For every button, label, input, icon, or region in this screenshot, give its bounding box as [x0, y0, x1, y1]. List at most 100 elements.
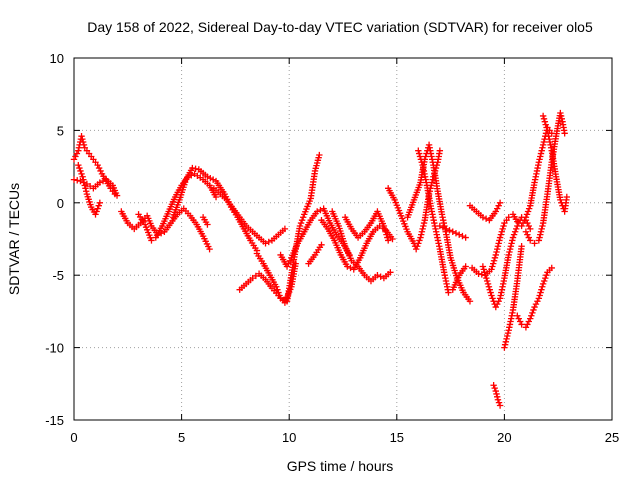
- data-point: [99, 177, 107, 185]
- data-point: [95, 164, 103, 172]
- data-point: [436, 147, 444, 154]
- data-point: [539, 280, 547, 288]
- data-point: [439, 224, 447, 231]
- data-point: [504, 329, 512, 337]
- data-point: [382, 228, 389, 235]
- data-point: [497, 231, 505, 238]
- data-point: [78, 132, 85, 140]
- data-point: [495, 240, 502, 247]
- data-point: [76, 164, 83, 172]
- data-point: [498, 228, 506, 235]
- data-point: [535, 237, 543, 244]
- chart-title: Day 158 of 2022, Sidereal Day-to-day VTE…: [87, 19, 593, 35]
- data-point: [499, 225, 506, 233]
- data-point: [543, 124, 550, 131]
- data-point: [527, 315, 534, 322]
- data-point: [416, 237, 423, 244]
- data-point: [75, 161, 82, 169]
- data-point: [381, 225, 388, 233]
- grid-lines: [74, 58, 612, 420]
- data-point: [531, 303, 538, 311]
- data-point: [541, 277, 548, 285]
- data-point: [537, 153, 544, 160]
- data-point: [524, 321, 531, 328]
- data-point: [316, 151, 323, 159]
- data-point: [79, 138, 87, 146]
- data-point: [501, 344, 508, 351]
- data-point: [548, 264, 555, 272]
- data-point: [496, 237, 503, 244]
- data-point: [265, 238, 272, 246]
- data-point: [299, 214, 307, 221]
- data-point: [380, 222, 388, 230]
- data-point: [494, 245, 501, 253]
- data-point: [518, 321, 525, 328]
- data-point: [496, 234, 504, 241]
- data-point: [537, 150, 545, 157]
- data-point: [540, 138, 548, 146]
- data-point: [479, 214, 487, 221]
- data-point: [524, 231, 531, 238]
- x-tick-label: 25: [605, 430, 619, 445]
- data-point: [462, 234, 469, 241]
- data-point: [485, 283, 493, 290]
- data-point: [262, 240, 269, 247]
- data-point: [511, 228, 519, 235]
- data-point: [536, 292, 543, 299]
- data-point: [204, 221, 211, 228]
- data-point: [466, 298, 474, 305]
- data-point: [446, 227, 453, 234]
- data-point: [298, 216, 306, 224]
- data-point: [527, 225, 534, 233]
- data-point: [418, 159, 425, 166]
- data-point: [206, 245, 213, 253]
- data-point: [81, 182, 88, 189]
- data-point: [95, 202, 102, 209]
- data-point: [486, 286, 493, 293]
- data-point: [484, 280, 492, 288]
- data-point: [276, 292, 283, 299]
- data-point: [525, 222, 532, 230]
- data-point: [94, 205, 101, 212]
- data-point: [516, 318, 524, 325]
- y-tick-label: -10: [45, 341, 64, 356]
- data-point: [496, 402, 504, 409]
- data-point: [519, 219, 527, 227]
- data-point: [491, 254, 499, 262]
- x-tick-label: 0: [70, 430, 77, 445]
- data-point: [488, 266, 495, 273]
- data-point: [557, 109, 564, 117]
- data-point: [538, 147, 545, 154]
- data-points: [70, 109, 571, 409]
- data-point: [422, 153, 429, 160]
- data-point: [347, 264, 354, 272]
- data-point: [494, 243, 502, 250]
- data-point: [539, 222, 546, 230]
- data-point: [493, 390, 500, 398]
- data-point: [482, 215, 490, 222]
- data-point: [530, 306, 537, 314]
- data-point: [80, 179, 88, 186]
- tick-labels: 0 5 10 15 20 25 -15 -10 -5 0 5 10: [45, 51, 619, 445]
- data-point: [504, 332, 511, 340]
- x-axis-label: GPS time / hours: [287, 458, 394, 474]
- data-point: [82, 185, 89, 192]
- data-point: [487, 289, 494, 296]
- data-point: [97, 167, 104, 175]
- data-point: [525, 318, 532, 325]
- data-point: [513, 225, 520, 233]
- data-point: [539, 112, 547, 120]
- data-point: [515, 315, 522, 322]
- data-point: [494, 393, 501, 401]
- data-point: [78, 170, 85, 178]
- data-point: [204, 173, 211, 180]
- data-point: [536, 234, 543, 241]
- data-point: [86, 182, 94, 190]
- y-tick-label: 5: [57, 123, 64, 138]
- data-point: [415, 147, 422, 154]
- data-point: [212, 193, 220, 201]
- data-point: [148, 237, 155, 244]
- data-point: [539, 283, 546, 290]
- data-point: [525, 234, 532, 241]
